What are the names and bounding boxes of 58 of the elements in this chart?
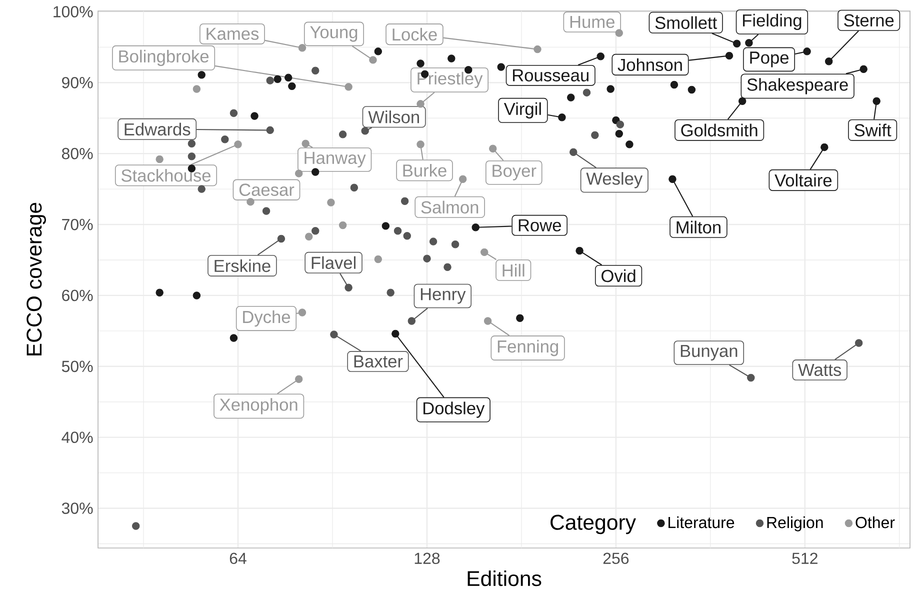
annotation: Edwards (124, 122, 190, 136)
y-tick-label: 30% (62, 502, 93, 514)
legend-title: Category (550, 514, 636, 534)
annotation: Wilson (368, 110, 419, 124)
annotation: Salmon (421, 200, 478, 214)
annotation: Johnson (618, 58, 682, 72)
annotation: Hanway (304, 152, 366, 168)
x-axis-title: Editions (468, 570, 542, 586)
x-tick-label: 256 (603, 552, 629, 564)
annotation: Flavel (312, 256, 356, 270)
annotation: Wesley (586, 172, 643, 188)
annotation: Young (310, 26, 358, 42)
y-tick-label: 90% (62, 76, 93, 88)
annotation: Sterne (844, 14, 894, 26)
annotation: Rowe (518, 219, 561, 232)
y-axis-title: ECCO coverage (26, 202, 46, 356)
annotation: Smollett (655, 16, 718, 29)
y-tick-label: 60% (62, 290, 93, 302)
annotation: Shakespeare (747, 78, 848, 94)
annotation: Baxter (354, 355, 403, 368)
y-tick-label: 50% (62, 360, 93, 372)
y-tick-label: 80% (62, 148, 93, 160)
y-tick-label: 100% (54, 6, 93, 18)
annotation: Virgil (504, 102, 541, 118)
legend-label: Religion (767, 516, 823, 532)
annotation: Rousseau (513, 69, 588, 82)
annotation: Milton (676, 220, 720, 234)
annotation: Boyer (492, 164, 536, 180)
annotation: Xenophon (220, 398, 298, 414)
annotation: Erskine (214, 259, 270, 272)
annotation: Stackhouse (122, 168, 211, 182)
legend-label: Literature (668, 516, 734, 528)
annotation: Ovid (602, 269, 636, 282)
annotation: Watts (798, 364, 842, 376)
annotation: Dodsley (424, 402, 485, 418)
annotation: Priestley (418, 72, 483, 88)
annotation: Fenning (498, 340, 558, 356)
x-tick-label: 512 (792, 552, 818, 564)
annotation: Bolingbroke (119, 50, 209, 66)
annotation: Caesar (239, 184, 294, 196)
annotation: Swift (854, 124, 892, 136)
annotation: Pope (750, 52, 788, 68)
annotation: Henry (420, 288, 466, 304)
annotation: Bunyan (680, 344, 738, 361)
annotation: Goldsmith (681, 124, 758, 136)
annotation: Kames (206, 28, 259, 40)
annotation: Hume (570, 16, 614, 28)
annotation: Locke (392, 28, 437, 41)
y-tick-label: 40% (62, 432, 93, 444)
x-tick-label: 64 (230, 552, 246, 564)
annotation: Burke (403, 164, 446, 177)
legend-label: Other (856, 516, 895, 528)
annotation: Fielding (743, 14, 802, 30)
y-tick-label: 70% (62, 218, 93, 230)
annotation: Dyche (243, 310, 290, 327)
x-tick-label: 128 (414, 552, 440, 564)
annotation: Hill (502, 264, 524, 276)
annotation: Voltaire (774, 174, 832, 187)
